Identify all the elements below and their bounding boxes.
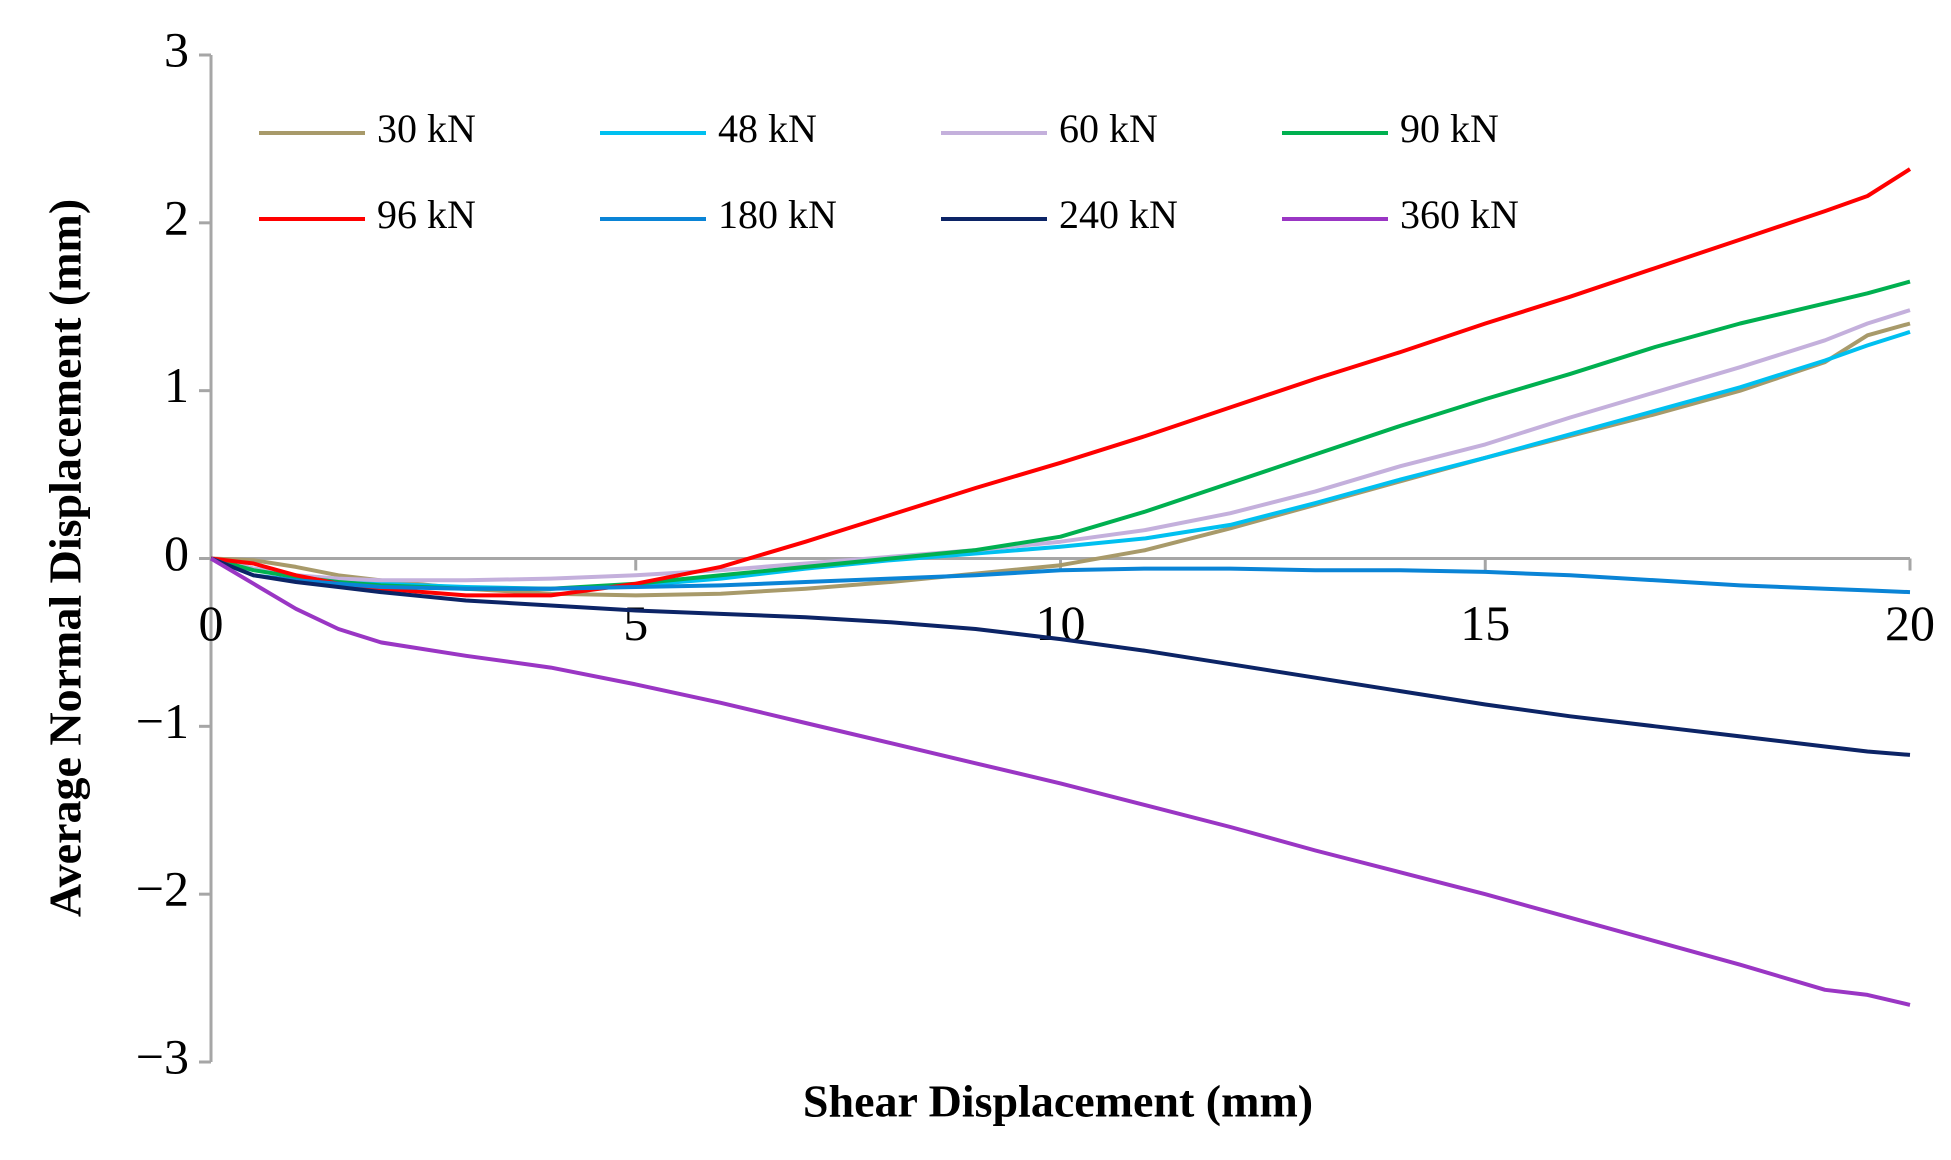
legend-label: 180 kN [718, 192, 837, 237]
series-line [210, 321, 1911, 598]
legend-label: 240 kN [1059, 192, 1178, 237]
y-tick-label: 3 [164, 21, 189, 77]
series-line [210, 556, 1911, 595]
x-axis-title: Shear Displacement (mm) [803, 1076, 1313, 1127]
y-tick-label: 2 [164, 189, 189, 245]
y-axis-title: Average Normal Displacement (mm) [40, 199, 91, 917]
series-line [210, 556, 1911, 757]
x-tick-label: 5 [623, 595, 648, 651]
legend-label: 96 kN [377, 192, 476, 237]
y-tick-label: 0 [164, 525, 189, 581]
y-tick-label: −3 [136, 1028, 189, 1084]
legend-label: 30 kN [377, 106, 476, 151]
legend-label: 48 kN [718, 106, 817, 151]
series-line [209, 556, 1911, 1007]
x-tick-label: 15 [1460, 595, 1510, 651]
legend-label: 60 kN [1059, 106, 1158, 151]
x-tick-label: 0 [199, 595, 224, 651]
y-tick-label: −1 [136, 693, 189, 749]
legend-label: 90 kN [1400, 106, 1499, 151]
y-tick-label: 1 [164, 357, 189, 413]
y-tick-label: −2 [136, 861, 189, 917]
x-tick-label: 20 [1885, 595, 1935, 651]
series-line [210, 308, 1911, 583]
series-line [210, 329, 1911, 591]
legend-label: 360 kN [1400, 192, 1519, 237]
